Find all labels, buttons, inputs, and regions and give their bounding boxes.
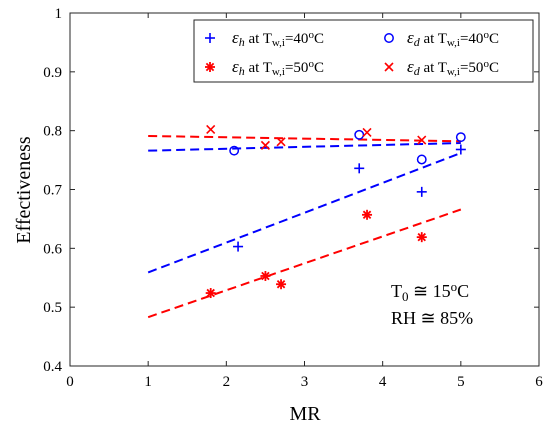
legend: εh at Tw,i=40oC εh at Tw,i=50oC εd at Tw,i… — [193, 19, 534, 83]
data-point-plus — [205, 33, 215, 43]
data-point-asterisk — [362, 209, 373, 220]
axes — [69, 12, 540, 367]
x-tick-label: 4 — [379, 374, 387, 390]
data-point-circle — [354, 129, 365, 140]
y-tick-label: 0.8 — [43, 124, 62, 140]
y-tick-label: 0.6 — [43, 241, 62, 257]
data-point-plus — [233, 241, 244, 252]
data-point-plus — [416, 186, 427, 197]
y-tick-label: 0.9 — [43, 65, 62, 81]
x-axis-label: MR — [289, 403, 321, 425]
trend-line-3 — [148, 134, 461, 143]
data-point-circle — [384, 33, 394, 43]
y-tick-label: 1 — [55, 6, 63, 22]
data-point-x — [362, 127, 372, 137]
legend-entry-1: εh at Tw,i=50oC — [232, 57, 324, 78]
data-markers — [205, 124, 466, 299]
trend-lines — [147, 134, 462, 319]
tick-labels: 0 1 2 3 4 5 6 0.4 0.5 0.6 0.7 0.8 0.9 1 — [43, 6, 543, 390]
x-tick-label: 3 — [301, 374, 309, 390]
data-point-asterisk — [416, 232, 427, 243]
data-point-x — [276, 137, 286, 147]
data-point-x — [417, 135, 427, 145]
annotation-line-0: T0 ≅ 15oC — [391, 279, 469, 304]
trend-line-2 — [148, 142, 461, 152]
conditions-annotation: T0 ≅ 15oC RH ≅ 85% — [391, 279, 473, 328]
y-tick-label: 0.7 — [43, 183, 62, 199]
x-tick-label: 0 — [66, 374, 74, 390]
legend-entry-0: εh at Tw,i=40oC — [232, 28, 324, 49]
data-point-circle — [416, 154, 427, 165]
data-point-x — [206, 124, 216, 135]
data-point-asterisk — [260, 270, 271, 281]
legend-entry-2: εd at Tw,i=40oC — [407, 28, 499, 49]
data-point-asterisk — [276, 279, 287, 290]
y-tick-label: 0.4 — [43, 359, 62, 375]
x-tick-label: 1 — [144, 374, 152, 390]
annotation-line-1: RH ≅ 85% — [391, 308, 473, 328]
legend-box — [193, 19, 534, 83]
data-point-circle — [455, 132, 466, 143]
y-tick-label: 0.5 — [43, 300, 62, 316]
data-point-asterisk — [205, 288, 216, 299]
data-point-plus — [455, 144, 466, 155]
data-point-asterisk — [205, 62, 215, 72]
x-tick-label: 6 — [535, 374, 543, 390]
data-point-circle — [229, 145, 240, 156]
y-axis-label: Effectiveness — [13, 136, 35, 244]
data-point-x — [260, 140, 270, 150]
data-point-x — [384, 62, 394, 72]
data-point-plus — [354, 163, 365, 174]
x-tick-label: 5 — [457, 374, 465, 390]
x-tick-label: 2 — [223, 374, 231, 390]
legend-entry-3: εd at Tw,i=50oC — [407, 57, 499, 78]
